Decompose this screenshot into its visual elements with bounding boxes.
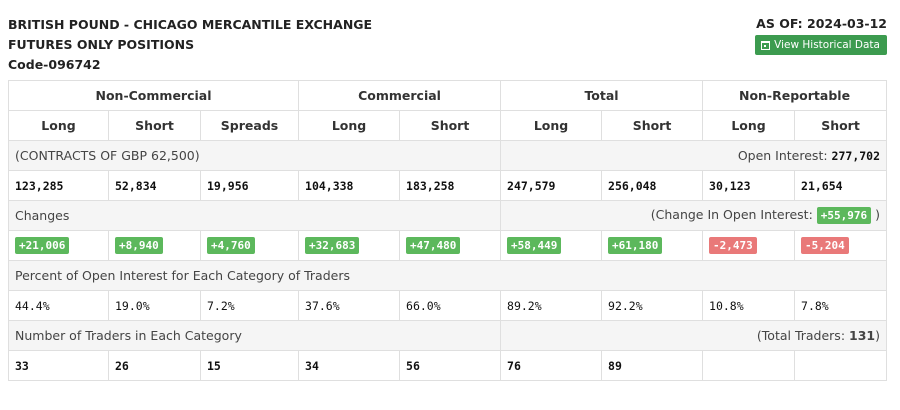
total-traders-suffix: ) [875,328,881,343]
change-oi-prefix: (Change In Open Interest: [650,207,813,222]
table-cell: 37.6% [298,290,401,321]
table-cell: 15 [199,350,300,381]
table-cell: 104,338 [298,170,401,201]
col-c-short: Short [399,110,502,141]
changes-label-row: Changes (Change In Open Interest: +55,97… [7,200,888,231]
table-cell: +58,449 [500,230,603,261]
table-cell: 7.8% [794,290,888,321]
contracts-label: (CONTRACTS OF GBP 62,500) [7,140,502,171]
table-cell: -2,473 [702,230,796,261]
table-cell: +8,940 [108,230,201,261]
change-open-interest: (Change In Open Interest: +55,976 ) [500,200,888,231]
open-interest: Open Interest: 277,702 [500,140,888,171]
table-cell: 7.2% [199,290,300,321]
title-line-1: BRITISH POUND - CHICAGO MERCANTILE EXCHA… [8,17,373,32]
table-cell: 10.8% [702,290,796,321]
calendar-icon [761,40,771,50]
positions-table: Non-Commercial Commercial Total Non-Repo… [7,80,888,381]
change-oi-badge: +55,976 [816,207,872,224]
table-cell: +4,760 [199,230,300,261]
change-badge: +32,683 [305,237,360,254]
col-nr-long: Long [702,110,796,141]
table-cell: 89 [601,350,704,381]
traders-label: Number of Traders in Each Category [7,320,502,351]
change-badge: +4,760 [207,237,255,254]
table-cell: +61,180 [601,230,704,261]
group-header-row: Non-Commercial Commercial Total Non-Repo… [7,80,888,111]
table-cell [702,350,796,381]
col-c-long: Long [298,110,401,141]
traders-label-row: Number of Traders in Each Category (Tota… [7,320,888,351]
table-cell: 33 [8,350,109,381]
view-historical-data-label: View Historical Data [774,39,880,51]
col-nr-short: Short [794,110,888,141]
change-badge: -5,204 [801,237,849,254]
table-cell: 247,579 [500,170,603,201]
table-cell: 19.0% [108,290,201,321]
change-badge: +61,180 [608,237,663,254]
table-cell: 26 [108,350,201,381]
open-interest-value: 277,702 [831,149,881,163]
table-cell: +47,480 [399,230,502,261]
table-cell: 123,285 [8,170,109,201]
total-traders-prefix: (Total Traders: [756,328,846,343]
change-badge: +21,006 [15,237,70,254]
group-noncommercial: Non-Commercial [7,80,300,111]
col-t-long: Long [500,110,603,141]
group-commercial: Commercial [298,80,502,111]
total-traders-value: 131 [849,328,876,343]
total-traders: (Total Traders: 131) [500,320,888,351]
group-nonreportable: Non-Reportable [702,80,888,111]
changes-label: Changes [7,200,502,231]
table-cell: 92.2% [601,290,704,321]
contracts-label-row: (CONTRACTS OF GBP 62,500) Open Interest:… [7,140,888,171]
col-nc-spreads: Spreads [199,110,300,141]
percent-label: Percent of Open Interest for Each Catego… [7,260,888,291]
open-interest-label: Open Interest: [737,148,828,163]
report-title: BRITISH POUND - CHICAGO MERCANTILE EXCHA… [8,15,372,75]
change-badge: -2,473 [709,237,757,254]
traders-row: 33 26 15 34 56 76 89 [8,350,888,381]
table-cell: 183,258 [399,170,502,201]
table-cell: +32,683 [298,230,401,261]
report-header: BRITISH POUND - CHICAGO MERCANTILE EXCHA… [0,0,900,80]
table-cell: -5,204 [794,230,888,261]
as-of-date: AS OF: 2024-03-12 [756,16,887,31]
table-cell: +21,006 [8,230,109,261]
subheader-row: Long Short Spreads Long Short Long Short… [8,110,888,141]
view-historical-data-button[interactable]: View Historical Data [755,35,887,55]
table-cell: 56 [399,350,502,381]
change-badge: +8,940 [115,237,163,254]
col-t-short: Short [601,110,704,141]
group-total: Total [500,80,704,111]
table-cell: 34 [298,350,401,381]
table-cell: 256,048 [601,170,704,201]
percent-label-row: Percent of Open Interest for Each Catego… [7,260,888,291]
change-badge: +47,480 [406,237,461,254]
table-cell: 30,123 [702,170,796,201]
table-cell [794,350,888,381]
table-cell: 19,956 [199,170,300,201]
change-badge: +58,449 [507,237,562,254]
change-oi-suffix: ) [875,207,881,222]
col-nc-short: Short [108,110,201,141]
title-line-2: FUTURES ONLY POSITIONS [8,37,195,52]
contracts-row: 123,285 52,834 19,956 104,338 183,258 24… [8,170,888,201]
table-cell: 76 [500,350,603,381]
table-cell: 52,834 [108,170,201,201]
table-cell: 66.0% [399,290,502,321]
table-cell: 89.2% [500,290,603,321]
col-nc-long: Long [8,110,109,141]
changes-row: +21,006 +8,940 +4,760 +32,683 +47,480 +5… [8,230,888,261]
percent-row: 44.4% 19.0% 7.2% 37.6% 66.0% 89.2% 92.2%… [8,290,888,321]
table-cell: 44.4% [8,290,109,321]
contract-code: Code-096742 [8,57,101,72]
table-cell: 21,654 [794,170,888,201]
